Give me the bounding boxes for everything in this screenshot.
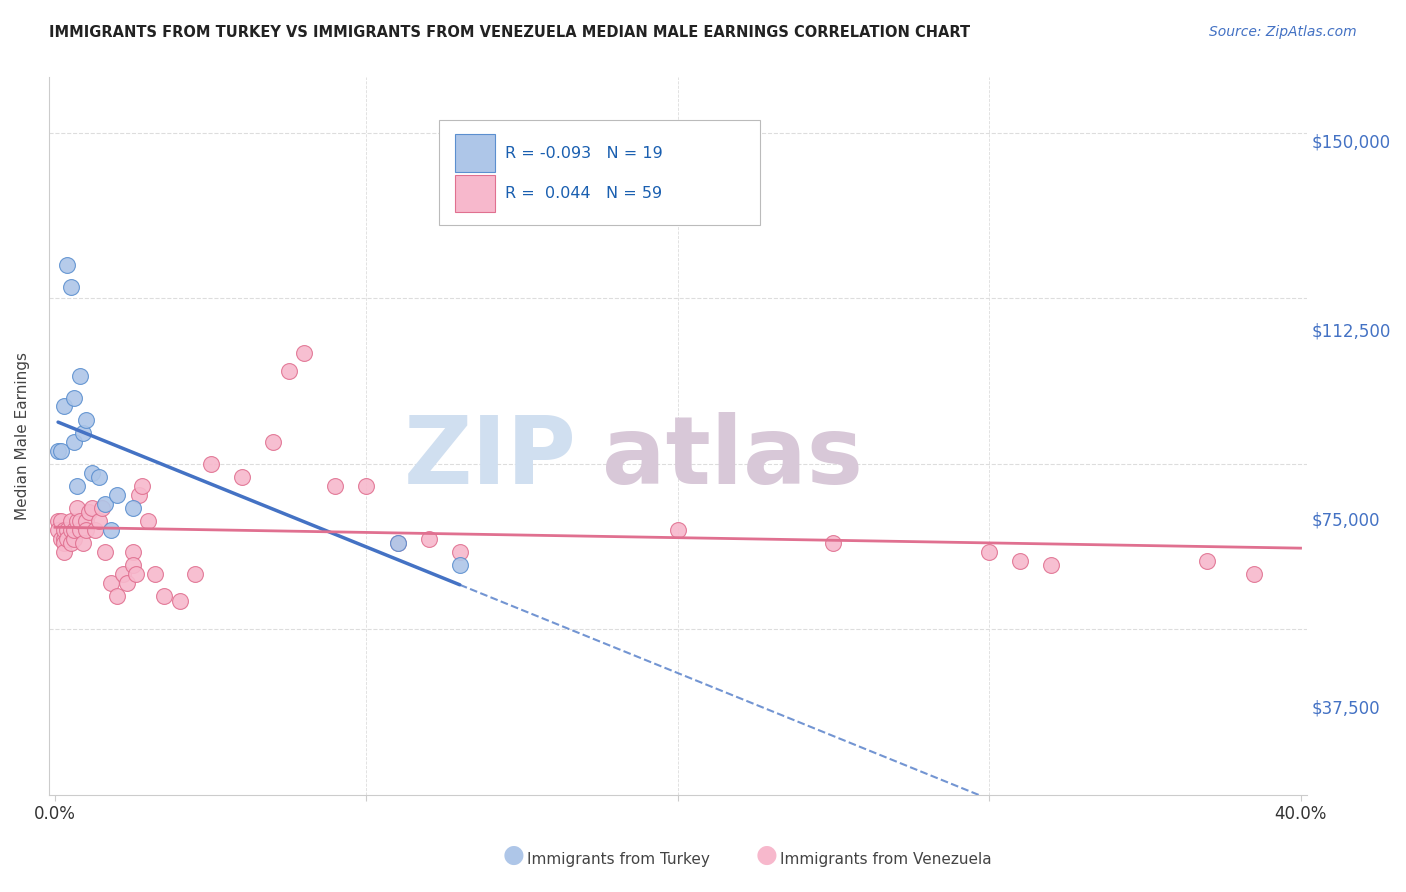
Point — [121, 558, 143, 573]
Point — [131, 479, 153, 493]
Point — [51, 443, 73, 458]
Text: ●: ● — [502, 843, 524, 867]
Point — [94, 497, 117, 511]
Point — [69, 514, 91, 528]
Point — [53, 400, 76, 414]
Point — [59, 280, 82, 294]
Text: R =  0.044   N = 59: R = 0.044 N = 59 — [505, 186, 662, 202]
Point — [138, 514, 160, 528]
Text: atlas: atlas — [602, 412, 863, 504]
Point — [169, 593, 191, 607]
Point — [387, 536, 409, 550]
Point — [1197, 554, 1219, 568]
Point — [292, 346, 315, 360]
Point — [387, 536, 409, 550]
Point — [59, 514, 82, 528]
FancyBboxPatch shape — [456, 135, 495, 172]
FancyBboxPatch shape — [439, 120, 759, 225]
Point — [121, 545, 143, 559]
Point — [75, 413, 97, 427]
Point — [823, 536, 845, 550]
Point — [62, 391, 84, 405]
Point — [46, 443, 69, 458]
Point — [72, 536, 94, 550]
Point — [69, 368, 91, 383]
Point — [53, 532, 76, 546]
Point — [77, 505, 100, 519]
Point — [418, 532, 440, 546]
Point — [200, 457, 222, 471]
Text: Immigrants from Venezuela: Immigrants from Venezuela — [780, 852, 993, 867]
Point — [69, 523, 91, 537]
Point — [56, 523, 79, 537]
Point — [46, 523, 69, 537]
Point — [75, 514, 97, 528]
Point — [449, 558, 471, 573]
Point — [153, 590, 176, 604]
Point — [53, 545, 76, 559]
Text: ZIP: ZIP — [405, 412, 576, 504]
Point — [105, 488, 128, 502]
Point — [59, 536, 82, 550]
Point — [277, 364, 299, 378]
Point — [66, 479, 89, 493]
Point — [449, 545, 471, 559]
Point — [94, 545, 117, 559]
Y-axis label: Median Male Earnings: Median Male Earnings — [15, 352, 30, 520]
Point — [115, 576, 138, 591]
Point — [87, 470, 110, 484]
FancyBboxPatch shape — [456, 175, 495, 212]
Point — [51, 514, 73, 528]
Point — [62, 523, 84, 537]
Point — [1243, 567, 1265, 582]
Text: IMMIGRANTS FROM TURKEY VS IMMIGRANTS FROM VENEZUELA MEDIAN MALE EARNINGS CORRELA: IMMIGRANTS FROM TURKEY VS IMMIGRANTS FRO… — [49, 25, 970, 40]
Point — [82, 466, 104, 480]
Point — [59, 523, 82, 537]
Point — [125, 567, 148, 582]
Point — [143, 567, 166, 582]
Point — [56, 258, 79, 272]
Text: R = -0.093   N = 19: R = -0.093 N = 19 — [505, 145, 664, 161]
Point — [1010, 554, 1032, 568]
Point — [231, 470, 253, 484]
Point — [356, 479, 378, 493]
Point — [66, 501, 89, 516]
Point — [66, 514, 89, 528]
Point — [100, 523, 122, 537]
Text: ●: ● — [755, 843, 778, 867]
Point — [979, 545, 1001, 559]
Point — [62, 434, 84, 449]
Text: Source: ZipAtlas.com: Source: ZipAtlas.com — [1209, 25, 1357, 39]
Point — [262, 434, 284, 449]
Point — [72, 425, 94, 440]
Point — [46, 514, 69, 528]
Point — [75, 523, 97, 537]
Point — [128, 488, 150, 502]
Point — [84, 523, 107, 537]
Point — [100, 576, 122, 591]
Point — [62, 532, 84, 546]
Point — [666, 523, 689, 537]
Point — [184, 567, 207, 582]
Point — [53, 536, 76, 550]
Point — [90, 501, 112, 516]
Point — [51, 532, 73, 546]
Point — [53, 523, 76, 537]
Point — [87, 514, 110, 528]
Point — [105, 590, 128, 604]
Point — [121, 501, 143, 516]
Point — [323, 479, 346, 493]
Point — [56, 532, 79, 546]
Point — [112, 567, 135, 582]
Point — [1040, 558, 1063, 573]
Text: Immigrants from Turkey: Immigrants from Turkey — [527, 852, 710, 867]
Point — [82, 501, 104, 516]
